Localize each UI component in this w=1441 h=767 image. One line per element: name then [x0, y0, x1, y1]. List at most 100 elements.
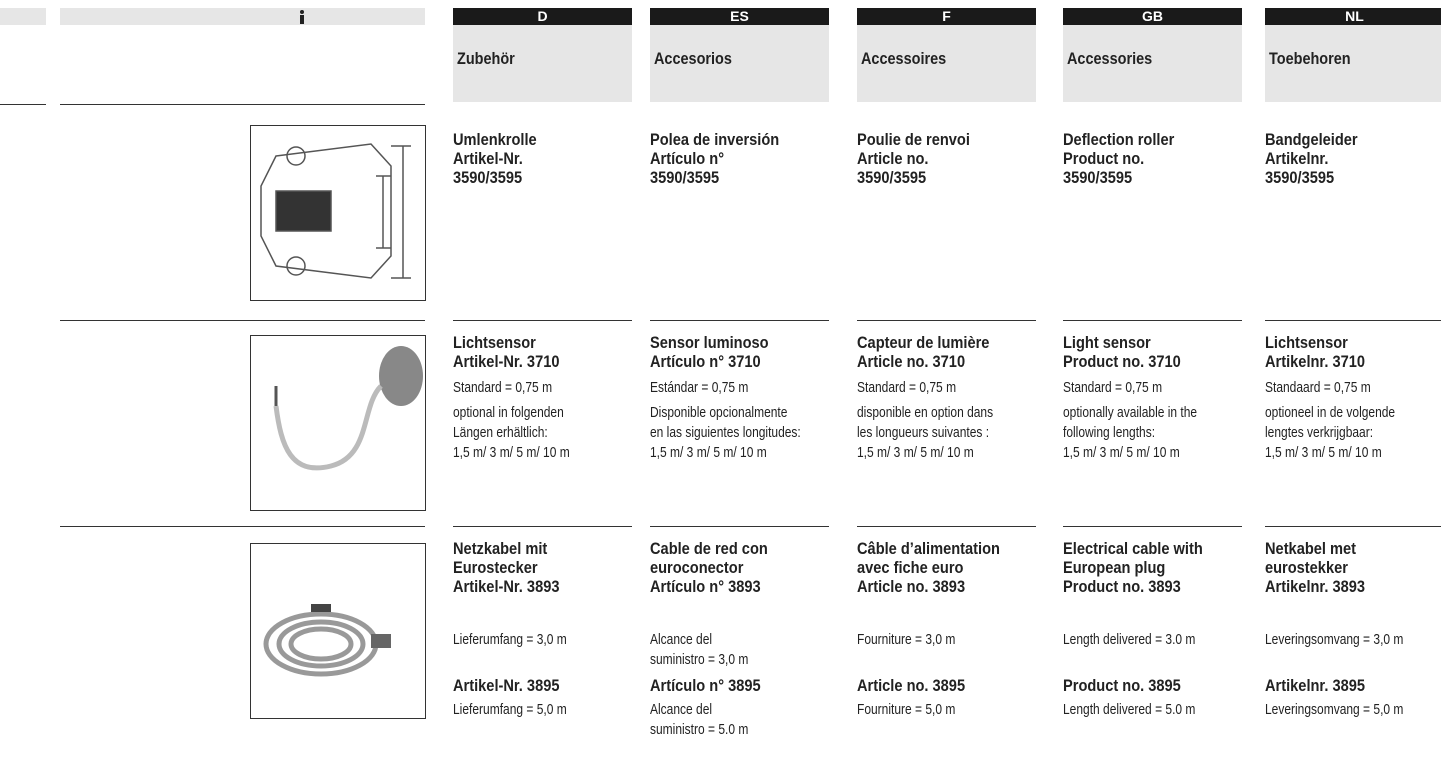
- text-block: Length delivered = 5.0 m: [1063, 700, 1229, 720]
- bold-line: Artículo n° 3710: [650, 352, 761, 371]
- bold-line: Lichtsensor: [1265, 333, 1348, 352]
- text-block: Netzkabel mit Eurostecker Artikel-Nr. 3893: [453, 539, 577, 596]
- rule: [1265, 320, 1441, 321]
- rule: [857, 526, 1036, 527]
- text-line: Standard = 0,75 m: [453, 379, 553, 396]
- bold-line: Lichtsensor: [453, 333, 536, 352]
- bold-line: Artikelnr.: [1265, 149, 1329, 168]
- text-block: optional in folgenden Längen erhältlich: 1…: [453, 403, 599, 463]
- bold-line: 3590/3595: [1265, 168, 1335, 187]
- text-block: Bandgeleider Artikelnr. 3590/3595: [1265, 130, 1373, 187]
- section-title: Accessories: [1067, 49, 1153, 68]
- text-line: optionally available in the: [1063, 404, 1198, 421]
- bold-line: 3590/3595: [857, 168, 927, 187]
- rule: [453, 320, 632, 321]
- bold-line: Umlenkrolle: [453, 130, 537, 149]
- text-line: suministro = 5.0 m: [650, 721, 749, 738]
- title-box: Toebehoren: [1265, 25, 1441, 102]
- text-line: 1,5 m/ 3 m/ 5 m/ 10 m: [1265, 444, 1382, 461]
- text-block: Leveringsomvang = 3,0 m: [1265, 630, 1438, 650]
- rule: [60, 104, 425, 105]
- bold-line: Artikel-Nr. 3893: [453, 577, 560, 596]
- rule: [650, 526, 829, 527]
- bold-line: Artikel-Nr.: [453, 149, 523, 168]
- bold-line: Product no. 3895: [1063, 676, 1181, 695]
- roller-image: [250, 125, 426, 301]
- text-block: Length delivered = 3.0 m: [1063, 630, 1229, 650]
- text-line: Alcance del: [650, 631, 713, 648]
- bold-line: Sensor luminoso: [650, 333, 769, 352]
- language-header: D: [453, 8, 632, 25]
- bold-line: Artikel-Nr. 3710: [453, 352, 560, 371]
- bold-line: Netkabel met: [1265, 539, 1357, 558]
- text-block: Standaard = 0,75 m: [1265, 378, 1397, 398]
- bold-line: avec fiche euro: [857, 558, 964, 577]
- text-block: Cable de red con euroconector Artículo n° …: [650, 539, 787, 596]
- text-line: Fourniture = 3,0 m: [857, 631, 956, 648]
- bold-line: 3590/3595: [453, 168, 523, 187]
- language-header: F: [857, 8, 1036, 25]
- bold-line: Artículo n°: [650, 149, 725, 168]
- text-line: Length delivered = 3.0 m: [1063, 631, 1196, 648]
- text-block: Alcance del suministro = 3,0 m: [650, 630, 773, 670]
- text-block: Leveringsomvang = 5,0 m: [1265, 700, 1438, 720]
- bold-line: 3590/3595: [1063, 168, 1133, 187]
- text-line: 1,5 m/ 3 m/ 5 m/ 10 m: [857, 444, 974, 461]
- text-block: Deflection roller Product no. 3590/3595: [1063, 130, 1192, 187]
- bold-line: Capteur de lumière: [857, 333, 990, 352]
- text-line: optioneel in de volgende: [1265, 404, 1396, 421]
- roller-drawing: [260, 143, 411, 279]
- text-line: Standard = 0,75 m: [1063, 379, 1163, 396]
- rule: [0, 104, 46, 105]
- text-line: disponible en option dans: [857, 404, 994, 421]
- text-block: Article no. 3895: [857, 676, 983, 695]
- bold-line: Artículo n° 3895: [650, 676, 761, 695]
- text-line: Standaard = 0,75 m: [1265, 379, 1371, 396]
- language-header: GB: [1063, 8, 1242, 25]
- bold-line: Article no.: [857, 149, 929, 168]
- section-title: Accessoires: [861, 49, 947, 68]
- text-block: Lieferumfang = 3,0 m: [453, 630, 595, 650]
- bold-line: eurostekker: [1265, 558, 1348, 577]
- bold-line: Product no. 3710: [1063, 352, 1181, 371]
- text-block: Lichtsensor Artikelnr. 3710: [1265, 333, 1381, 371]
- rule: [60, 526, 425, 527]
- text-block: Polea de inversión Artículo n° 3590/3595: [650, 130, 800, 187]
- bold-line: Article no. 3710: [857, 352, 966, 371]
- text-line: 1,5 m/ 3 m/ 5 m/ 10 m: [1063, 444, 1180, 461]
- bold-line: Câble d’alimentation: [857, 539, 1000, 558]
- text-block: Standard = 0,75 m: [1063, 378, 1187, 398]
- language-header: ES: [650, 8, 829, 25]
- bold-line: Artikelnr. 3893: [1265, 577, 1365, 596]
- text-block: Estándar = 0,75 m: [650, 378, 773, 398]
- text-block: optioneel in de volgende lengtes verkrijg…: [1265, 403, 1428, 463]
- text-line: Standard = 0,75 m: [857, 379, 957, 396]
- text-line: Length delivered = 5.0 m: [1063, 701, 1196, 718]
- text-line: Leveringsomvang = 3,0 m: [1265, 631, 1404, 648]
- text-block: Fourniture = 3,0 m: [857, 630, 980, 650]
- title-box: Accessoires: [857, 25, 1036, 102]
- bold-line: Product no.: [1063, 149, 1145, 168]
- text-block: Light sensor Product no. 3710: [1063, 333, 1200, 371]
- text-block: Câble d’alimentation avec fiche euro Artic…: [857, 539, 1023, 596]
- text-block: optionally available in the following len…: [1063, 403, 1231, 463]
- bold-line: Artikelnr. 3895: [1265, 676, 1365, 695]
- bold-line: 3590/3595: [650, 168, 720, 187]
- text-block: Artículo n° 3895: [650, 676, 779, 695]
- rule: [857, 320, 1036, 321]
- info-bar: [60, 8, 425, 25]
- text-line: les longueurs suivantes :: [857, 424, 990, 441]
- info-icon: [300, 10, 304, 24]
- text-block: Netkabel met eurostekker Artikelnr. 3893: [1265, 539, 1381, 596]
- text-line: Fourniture = 5,0 m: [857, 701, 956, 718]
- section-title: Toebehoren: [1269, 49, 1351, 68]
- text-block: Sensor luminoso Artículo n° 3710: [650, 333, 788, 371]
- text-line: Lieferumfang = 5,0 m: [453, 701, 567, 718]
- bold-line: Poulie de renvoi: [857, 130, 970, 149]
- cable-drawing: [263, 604, 391, 677]
- text-line: following lengths:: [1063, 424, 1156, 441]
- text-block: Lichtsensor Artikel-Nr. 3710: [453, 333, 577, 371]
- bold-line: Eurostecker: [453, 558, 538, 577]
- text-block: Disponible opcionalmente en las siguiente…: [650, 403, 838, 463]
- text-block: Product no. 3895: [1063, 676, 1200, 695]
